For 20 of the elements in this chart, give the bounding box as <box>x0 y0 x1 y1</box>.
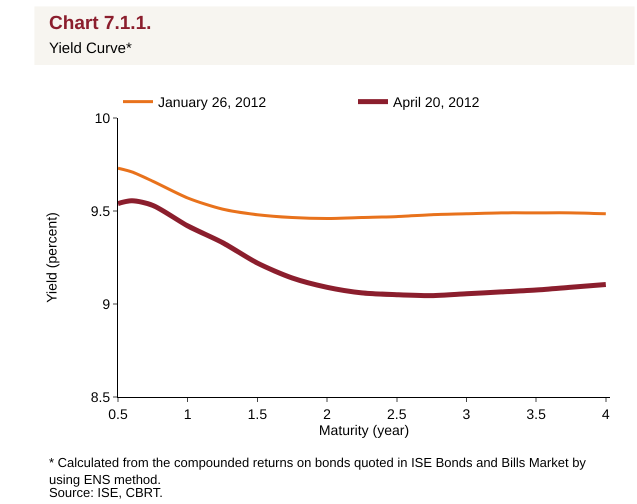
chart-subtitle: Yield Curve* <box>49 40 132 57</box>
legend-label: January 26, 2012 <box>158 94 266 110</box>
x-tick-label: 1 <box>184 406 192 422</box>
x-tick-label: 2 <box>323 406 332 422</box>
legend-label: April 20, 2012 <box>393 94 480 110</box>
chart-title: Chart 7.1.1. <box>49 13 152 34</box>
x-tick-label: 4 <box>602 406 610 422</box>
y-tick-label: 9 <box>102 296 110 312</box>
y-tick-label: 9.5 <box>90 202 110 219</box>
x-axis-title: Maturity (year) <box>318 422 410 438</box>
line-series <box>118 166 608 220</box>
x-tick-label: 1.5 <box>248 406 268 422</box>
y-tick-label: 10 <box>94 110 110 126</box>
text: * Calculated from the compounded returns on bonds quoted in ISE Bonds and Bills Market by using ENS method. <box>49 455 586 487</box>
y-tick-label: 8.5 <box>90 388 110 405</box>
x-tick-label: 3 <box>462 406 471 422</box>
y-axis-title: Yield (percent) <box>43 212 60 303</box>
x-tick-label: 2.5 <box>387 406 407 422</box>
x-tick-label: 0.5 <box>108 406 128 422</box>
x-tick-label: 3.5 <box>526 406 546 422</box>
